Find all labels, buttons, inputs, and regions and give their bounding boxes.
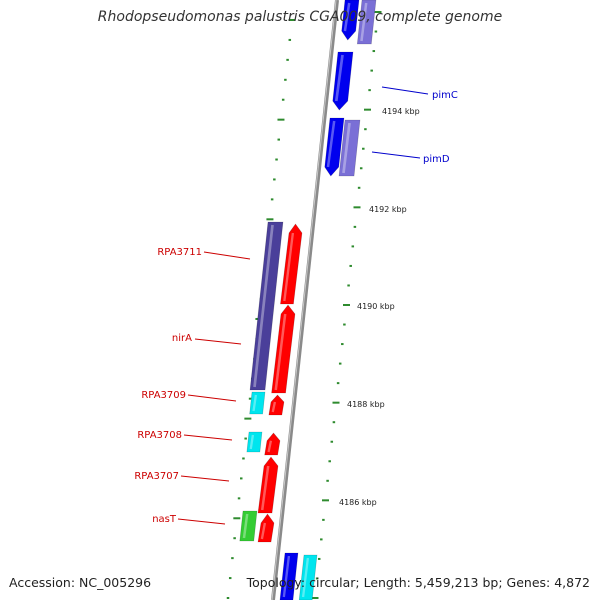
gene-top-violet [356, 0, 377, 45]
gene-rpa3708-shine [267, 440, 273, 453]
gene-nirA [271, 304, 296, 394]
gene-rpa3709-cyan-shine [252, 394, 258, 412]
leader-nirA [194, 338, 242, 345]
gene-label: RPA3711 [157, 247, 202, 258]
gene-pimC-region [332, 51, 354, 111]
gene-label: RPA3707 [134, 471, 179, 482]
gene-label: pimC [432, 90, 458, 101]
genome-backbone [271, 0, 339, 600]
map-title: Rhodopseudomonas palustris CGA009, compl… [97, 9, 503, 25]
gene-nasT-green-shine [242, 513, 249, 539]
gene-label: RPA3708 [137, 430, 182, 441]
gene-rpa3709-shine [271, 401, 277, 413]
gene-label: nirA [172, 333, 192, 344]
gene-nirA-shine [274, 313, 287, 391]
ruler-label: 4186 kbp [339, 498, 377, 507]
gene-labels: pimC pimD RPA3711 nirA RPA3709 RPA3708 RPA3707… [134, 90, 458, 525]
gene-top-violet-shine [360, 2, 368, 42]
leader-pimD [371, 151, 421, 159]
gene-pimD-left [324, 117, 345, 177]
gene-bottom-blue-shine [282, 555, 291, 598]
gene-nasT [257, 513, 275, 543]
ruler-label: 4194 kbp [382, 107, 420, 116]
gene-label: RPA3709 [141, 390, 186, 401]
leader-rpa3709 [187, 394, 237, 402]
gene-rpa3711-red-shine [283, 232, 295, 302]
leader-rpa3711 [203, 251, 251, 260]
leader-rpa3708 [183, 434, 233, 441]
leader-nasT [177, 518, 226, 525]
gene-rpa3708 [264, 432, 281, 456]
backbone-highlight [271, 0, 337, 600]
accession-text: Accession: NC_005296 [9, 575, 152, 590]
gene-nasT-shine [260, 522, 267, 540]
gene-bottom-cyan-shine [301, 557, 310, 598]
label-leaders [177, 86, 429, 525]
gene-rpa3711 [249, 221, 284, 391]
gene-pimD-left-shine [326, 120, 336, 168]
gene-rpa3711-shine [253, 224, 274, 388]
gene-label: nasT [152, 514, 177, 525]
genome-summary-text: Topology: circular; Length: 5,459,213 bp… [246, 575, 590, 590]
gene-rpa3709 [268, 394, 285, 416]
gene-pimD-shine [342, 122, 351, 174]
gene-bottom-blue [279, 552, 299, 600]
ruler-label: 4188 kbp [347, 400, 385, 409]
gene-rpa3709-cyan [249, 391, 266, 415]
leader-pimC [381, 86, 429, 95]
gene-rpa3708-cyan-shine [249, 434, 255, 450]
gene-rpa3711-red [280, 223, 303, 305]
ruler-labels: 4194 kbp 4192 kbp 4190 kbp 4188 kbp 4186 kbp [339, 107, 420, 507]
ruler-label: 4190 kbp [357, 302, 395, 311]
leader-rpa3707 [180, 475, 230, 482]
gene-top-blue-shine [343, 2, 351, 32]
gene-top-blue [341, 0, 360, 41]
ruler-label: 4192 kbp [369, 205, 407, 214]
gene-rpa3707 [257, 456, 279, 514]
gene-nasT-green [239, 510, 258, 542]
backbone-line [271, 0, 339, 600]
gene-rpa3708-cyan [246, 431, 263, 453]
gene-bottom-cyan [298, 554, 318, 600]
gene-rpa3707-shine [260, 465, 270, 511]
gene-features [239, 0, 377, 600]
gene-pimC-region-shine [334, 54, 344, 102]
gene-label: pimD [423, 154, 450, 165]
gene-pimD [338, 119, 361, 177]
